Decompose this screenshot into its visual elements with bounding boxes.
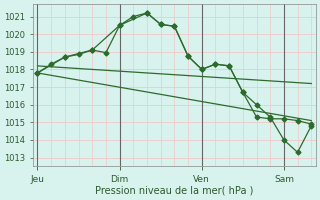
- X-axis label: Pression niveau de la mer( hPa ): Pression niveau de la mer( hPa ): [95, 186, 253, 196]
